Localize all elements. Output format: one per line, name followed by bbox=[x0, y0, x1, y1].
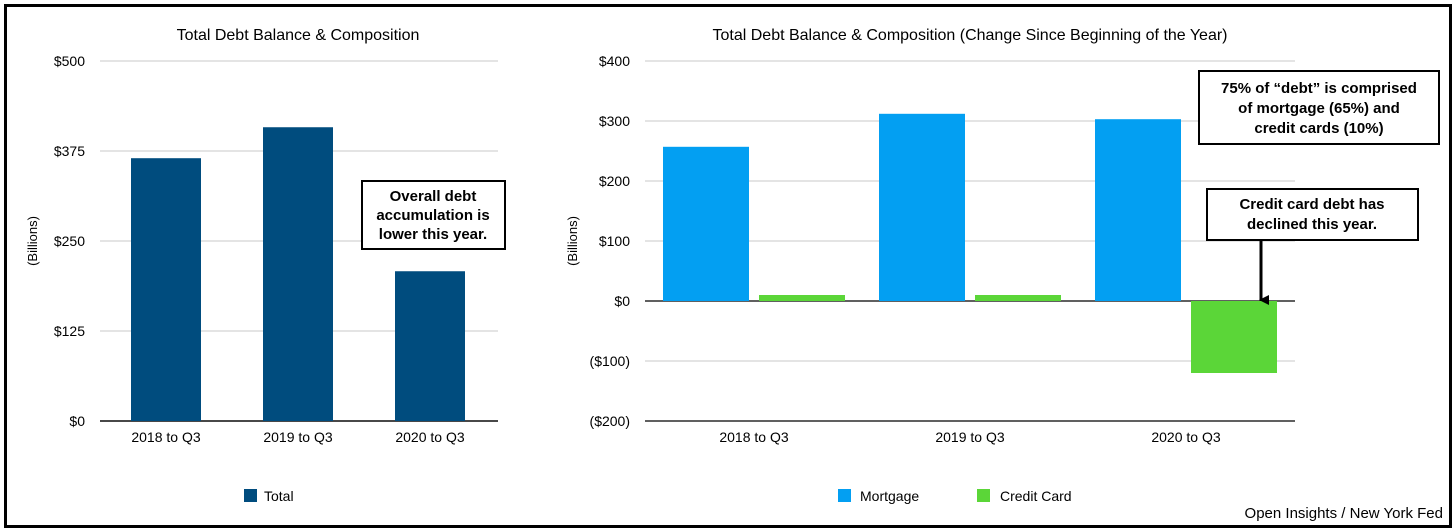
right-tick-labels: ($200) ($100) $0 $100 $200 $300 $400 2018 to Q3… bbox=[590, 53, 1221, 445]
left-legend: Total bbox=[244, 488, 294, 504]
right-ytick-label-6: $400 bbox=[599, 53, 630, 69]
legend-label-total: Total bbox=[264, 488, 294, 504]
right-gridlines bbox=[645, 60, 1295, 422]
right-annotation-composition: 75% of “debt” is comprised of mortgage (… bbox=[1198, 70, 1440, 145]
left-y-axis-label: (Billions) bbox=[25, 216, 40, 266]
right-annotation-credit-card: Credit card debt has declined this year. bbox=[1206, 188, 1419, 305]
composition-annotation-box bbox=[1198, 70, 1440, 145]
right-ytick-label-0: ($200) bbox=[590, 413, 630, 429]
right-legend: Mortgage Credit Card bbox=[838, 488, 1072, 504]
left-annotation-line-3: lower this year. bbox=[379, 226, 487, 243]
right-ytick-label-4: $200 bbox=[599, 173, 630, 189]
right-bar-credit-card-0 bbox=[759, 295, 845, 301]
left-ytick-label-3: $375 bbox=[54, 143, 85, 159]
legend-swatch-credit-card bbox=[977, 489, 990, 502]
left-annotation-line-1: Overall debt bbox=[390, 188, 477, 205]
left-xtick-label-1: 2019 to Q3 bbox=[263, 429, 332, 445]
right-bar-credit-card-1 bbox=[975, 295, 1061, 301]
left-annotation-line-2: accumulation is bbox=[376, 207, 489, 224]
left-bars bbox=[131, 127, 465, 422]
right-chart-title: Total Debt Balance & Composition (Change… bbox=[713, 27, 1228, 44]
right-bars bbox=[663, 113, 1277, 373]
right-ytick-label-5: $300 bbox=[599, 113, 630, 129]
credit-card-annotation-box bbox=[1206, 188, 1419, 241]
left-ytick-label-0: $0 bbox=[69, 413, 85, 429]
left-xtick-label-2: 2020 to Q3 bbox=[395, 429, 464, 445]
right-bar-mortgage-2 bbox=[1095, 119, 1181, 301]
left-ytick-label-2: $250 bbox=[54, 233, 85, 249]
left-annotation: Overall debt accumulation is lower this … bbox=[361, 180, 506, 250]
left-tick-labels: $0 $125 $250 $375 $500 2018 to Q3 2019 to Q3 20… bbox=[54, 53, 465, 445]
right-xtick-label-2: 2020 to Q3 bbox=[1151, 429, 1220, 445]
left-xtick-label-0: 2018 to Q3 bbox=[131, 429, 200, 445]
legend-label-credit-card: Credit Card bbox=[1000, 488, 1072, 504]
right-y-axis-label: (Billions) bbox=[565, 216, 580, 266]
credit-card-annotation-line-2: declined this year. bbox=[1247, 216, 1377, 233]
composition-annotation-line-3: credit cards (10%) bbox=[1254, 120, 1383, 137]
left-chart-title: Total Debt Balance & Composition bbox=[177, 27, 420, 44]
right-xtick-label-1: 2019 to Q3 bbox=[935, 429, 1004, 445]
right-ytick-label-2: $0 bbox=[614, 293, 630, 309]
legend-label-mortgage: Mortgage bbox=[860, 488, 919, 504]
source-credit: Open Insights / New York Fed bbox=[1245, 505, 1443, 522]
left-annotation-box bbox=[361, 180, 506, 250]
left-ytick-label-1: $125 bbox=[54, 323, 85, 339]
left-bar-total-2 bbox=[395, 271, 465, 421]
right-ytick-label-3: $100 bbox=[599, 233, 630, 249]
legend-swatch-mortgage bbox=[838, 489, 851, 502]
legend-swatch-total bbox=[244, 489, 257, 502]
credit-card-annotation-line-1: Credit card debt has bbox=[1239, 196, 1384, 213]
right-bar-mortgage-1 bbox=[879, 113, 965, 301]
composition-annotation-line-1: 75% of “debt” is comprised bbox=[1221, 80, 1417, 97]
left-bar-total-0 bbox=[131, 158, 201, 421]
right-ytick-label-1: ($100) bbox=[590, 353, 630, 369]
right-xtick-label-0: 2018 to Q3 bbox=[719, 429, 788, 445]
right-bar-credit-card-2 bbox=[1191, 301, 1277, 373]
left-bar-total-1 bbox=[263, 127, 333, 422]
composition-annotation-line-2: of mortgage (65%) and bbox=[1238, 100, 1400, 117]
left-ytick-label-4: $500 bbox=[54, 53, 85, 69]
right-bar-mortgage-0 bbox=[663, 146, 749, 301]
